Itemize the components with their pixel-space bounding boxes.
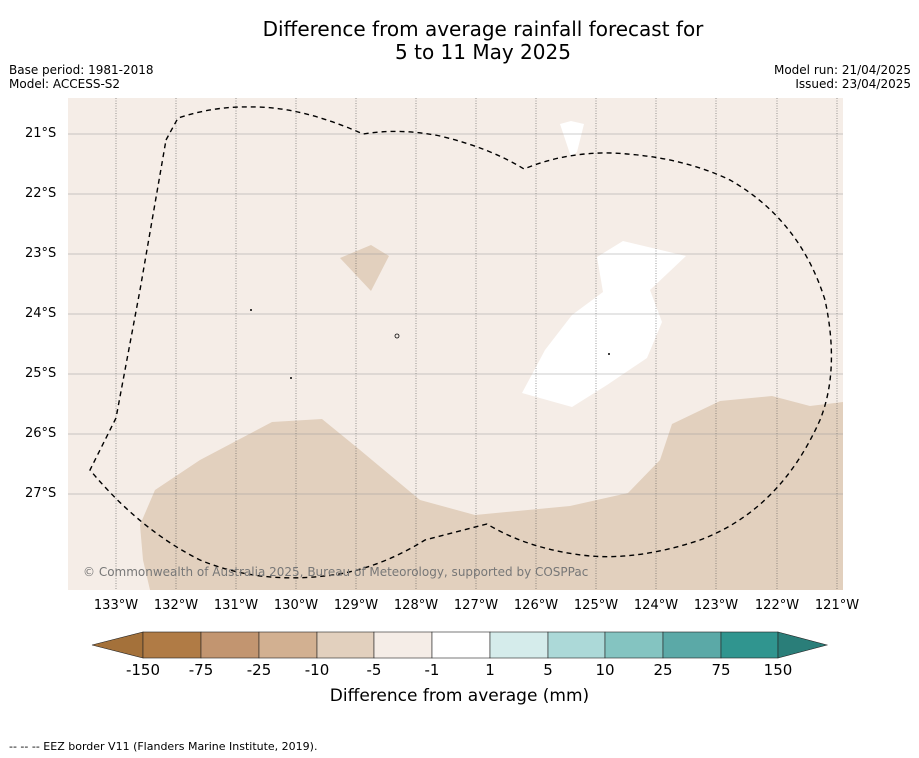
lon-label: 121°W <box>814 598 860 613</box>
colorbar-bin <box>316 631 375 659</box>
island-marker <box>250 309 252 311</box>
lat-label: 21°S <box>25 126 57 141</box>
dry-patch <box>340 245 389 291</box>
colorbar-label: -75 <box>188 661 214 679</box>
model-name: Model: ACCESS-S2 <box>9 77 121 91</box>
lon-label: 125°W <box>573 598 619 613</box>
graticule <box>115 98 838 590</box>
colorbar-label: 25 <box>653 661 673 679</box>
lat-label: 26°S <box>25 426 57 441</box>
colorbar-label: 1 <box>485 661 495 679</box>
colorbar-label: 150 <box>763 661 793 679</box>
title-line-2: 5 to 11 May 2025 <box>395 40 571 64</box>
lat-label: 22°S <box>25 186 57 201</box>
colorbar-bin <box>547 631 606 659</box>
colorbar-extend-low <box>91 631 144 659</box>
colorbar-bin <box>604 631 664 659</box>
colorbar-bin <box>720 631 779 659</box>
copyright-text: © Commonwealth of Australia 2025, Bureau… <box>83 565 589 579</box>
colorbar-bin <box>489 631 549 659</box>
lon-label: 128°W <box>393 598 439 613</box>
dry-region-south <box>140 396 843 590</box>
colorbar-title: Difference from average (mm) <box>329 686 590 706</box>
model-run: Model run: 21/04/2025 <box>773 63 911 77</box>
colorbar-label: -1 <box>424 661 440 679</box>
lon-label: 123°W <box>693 598 739 613</box>
island-marker <box>608 353 610 355</box>
colorbar-bin <box>431 631 491 659</box>
lon-label: 126°W <box>513 598 559 613</box>
colorbar-bin <box>142 631 202 659</box>
meta-right: Model run: 21/04/2025 Issued: 23/04/2025 <box>774 63 911 91</box>
colorbar-label: 75 <box>711 661 731 679</box>
meta-left: Base period: 1981-2018 Model: ACCESS-S2 <box>9 63 154 91</box>
lon-label: 130°W <box>273 598 319 613</box>
colorbar-label: -150 <box>125 661 161 679</box>
lon-label: 131°W <box>213 598 259 613</box>
island-marker <box>394 333 400 339</box>
colorbar-bin <box>373 631 433 659</box>
colorbar-label: 10 <box>595 661 615 679</box>
lat-label: 25°S <box>25 366 57 381</box>
colorbar-extend-high <box>777 631 829 659</box>
lat-label: 24°S <box>25 306 57 321</box>
lat-label: 23°S <box>25 246 57 261</box>
colorbar-bin <box>200 631 260 659</box>
colorbar-label: 5 <box>543 661 553 679</box>
colorbar-bin <box>258 631 318 659</box>
colorbar-label: -5 <box>366 661 382 679</box>
map-title: Difference from average rainfall forecas… <box>0 18 919 64</box>
lon-label: 133°W <box>93 598 139 613</box>
latitude-lines <box>68 133 843 495</box>
colorbar-bin <box>662 631 722 659</box>
title-line-1: Difference from average rainfall forecas… <box>262 17 704 41</box>
lon-label: 122°W <box>754 598 800 613</box>
base-period: Base period: 1981-2018 <box>9 63 154 77</box>
neutral-region <box>522 241 686 407</box>
colorbar <box>91 631 829 659</box>
lon-label: 132°W <box>153 598 199 613</box>
lon-label: 124°W <box>633 598 679 613</box>
lon-label: 127°W <box>453 598 499 613</box>
neutral-patch-north <box>560 121 584 157</box>
colorbar-label: -10 <box>304 661 330 679</box>
issued-date: Issued: 23/04/2025 <box>795 77 911 91</box>
lat-label: 27°S <box>25 486 57 501</box>
footnote: -- -- -- EEZ border V11 (Flanders Marine… <box>9 740 318 753</box>
eez-border <box>89 106 833 579</box>
island-marker <box>290 377 292 379</box>
colorbar-label: -25 <box>246 661 272 679</box>
lon-label: 129°W <box>333 598 379 613</box>
